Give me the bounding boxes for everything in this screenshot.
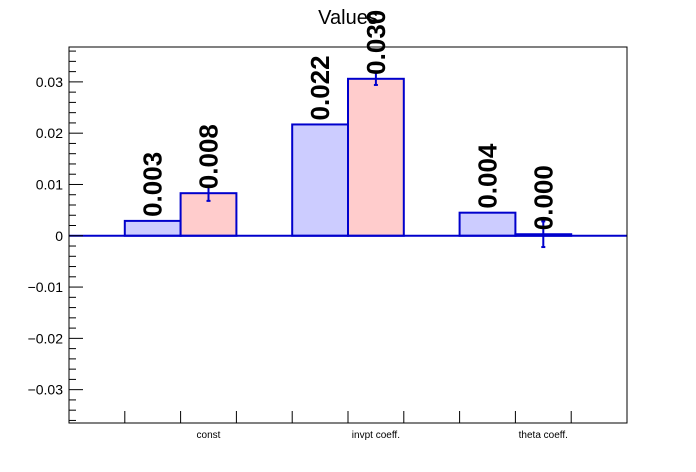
x-category-label: const: [197, 430, 221, 441]
data-label-series2-1: 0.030: [361, 10, 391, 75]
y-axis-ticks: 0.03 0.02 0.01 0 −0.01 −0.02 −0.03: [28, 50, 83, 421]
data-label-series1-2: 0.004: [473, 143, 503, 209]
y-tick-label: 0.01: [36, 176, 63, 192]
x-axis-categories: const invpt coeff. theta coeff.: [124, 411, 572, 441]
data-label-series2-2: 0.000: [528, 165, 558, 230]
data-label-series2-0: 0.008: [194, 124, 224, 189]
y-tick-label: 0.02: [36, 125, 63, 141]
bar-series2-1: [347, 77, 405, 237]
y-tick-label: −0.03: [28, 382, 64, 398]
error-bars-layer: [206, 71, 546, 249]
x-category-label: theta coeff.: [519, 430, 568, 441]
bar-series1-2: [458, 211, 517, 237]
bar-series1-1: [291, 123, 350, 237]
bars-layer: [123, 77, 573, 237]
y-tick-label: 0: [55, 228, 63, 244]
data-labels: 0.003 0.008 0.022 0.030 0.004 0.000: [138, 10, 559, 231]
data-label-series1-1: 0.022: [305, 55, 335, 120]
y-tick-label: −0.01: [28, 279, 64, 295]
bar-series1-0: [123, 219, 182, 237]
y-tick-label: −0.02: [28, 330, 64, 346]
data-label-series1-0: 0.003: [138, 152, 168, 217]
chart-title: Values: [318, 7, 378, 29]
x-category-label: invpt coeff.: [352, 430, 400, 441]
y-tick-label: 0.03: [36, 74, 63, 90]
